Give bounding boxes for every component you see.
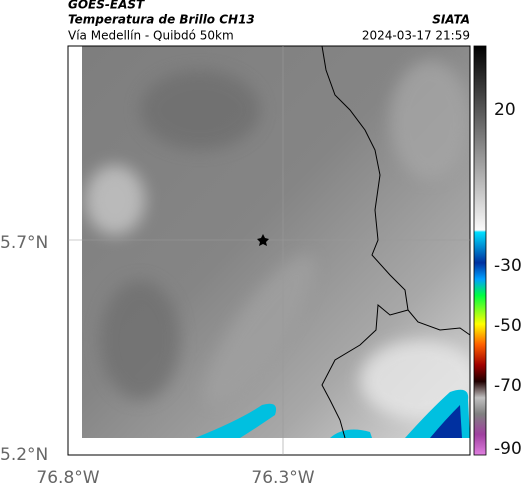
source-label: SIATA bbox=[432, 13, 470, 27]
colorbar-tick-label: 20 bbox=[494, 100, 516, 120]
lat-label: 5.2°N bbox=[0, 445, 48, 465]
location-marker bbox=[257, 234, 269, 246]
location-label: Vía Medellín - Quibdó 50km bbox=[68, 29, 234, 43]
timestamp-label: 2024-03-17 21:59 bbox=[362, 29, 470, 43]
colorbar-tick-label: -50 bbox=[494, 316, 522, 336]
lon-label: 76.8°W bbox=[36, 468, 99, 488]
lon-label: 76.3°W bbox=[251, 468, 314, 488]
colorbar bbox=[473, 45, 487, 456]
colorbar-tick-label: -90 bbox=[494, 439, 522, 459]
colorbar-tick-label: -70 bbox=[494, 376, 522, 396]
map-frame bbox=[67, 45, 471, 456]
product-label: Temperatura de Brillo CH13 bbox=[68, 13, 255, 27]
satellite-image bbox=[82, 46, 470, 438]
colorbar-tick-label: -30 bbox=[494, 256, 522, 276]
lat-label: 5.7°N bbox=[0, 233, 48, 253]
boundary bbox=[321, 45, 471, 439]
satellite-label: GOES-EAST bbox=[68, 0, 145, 12]
